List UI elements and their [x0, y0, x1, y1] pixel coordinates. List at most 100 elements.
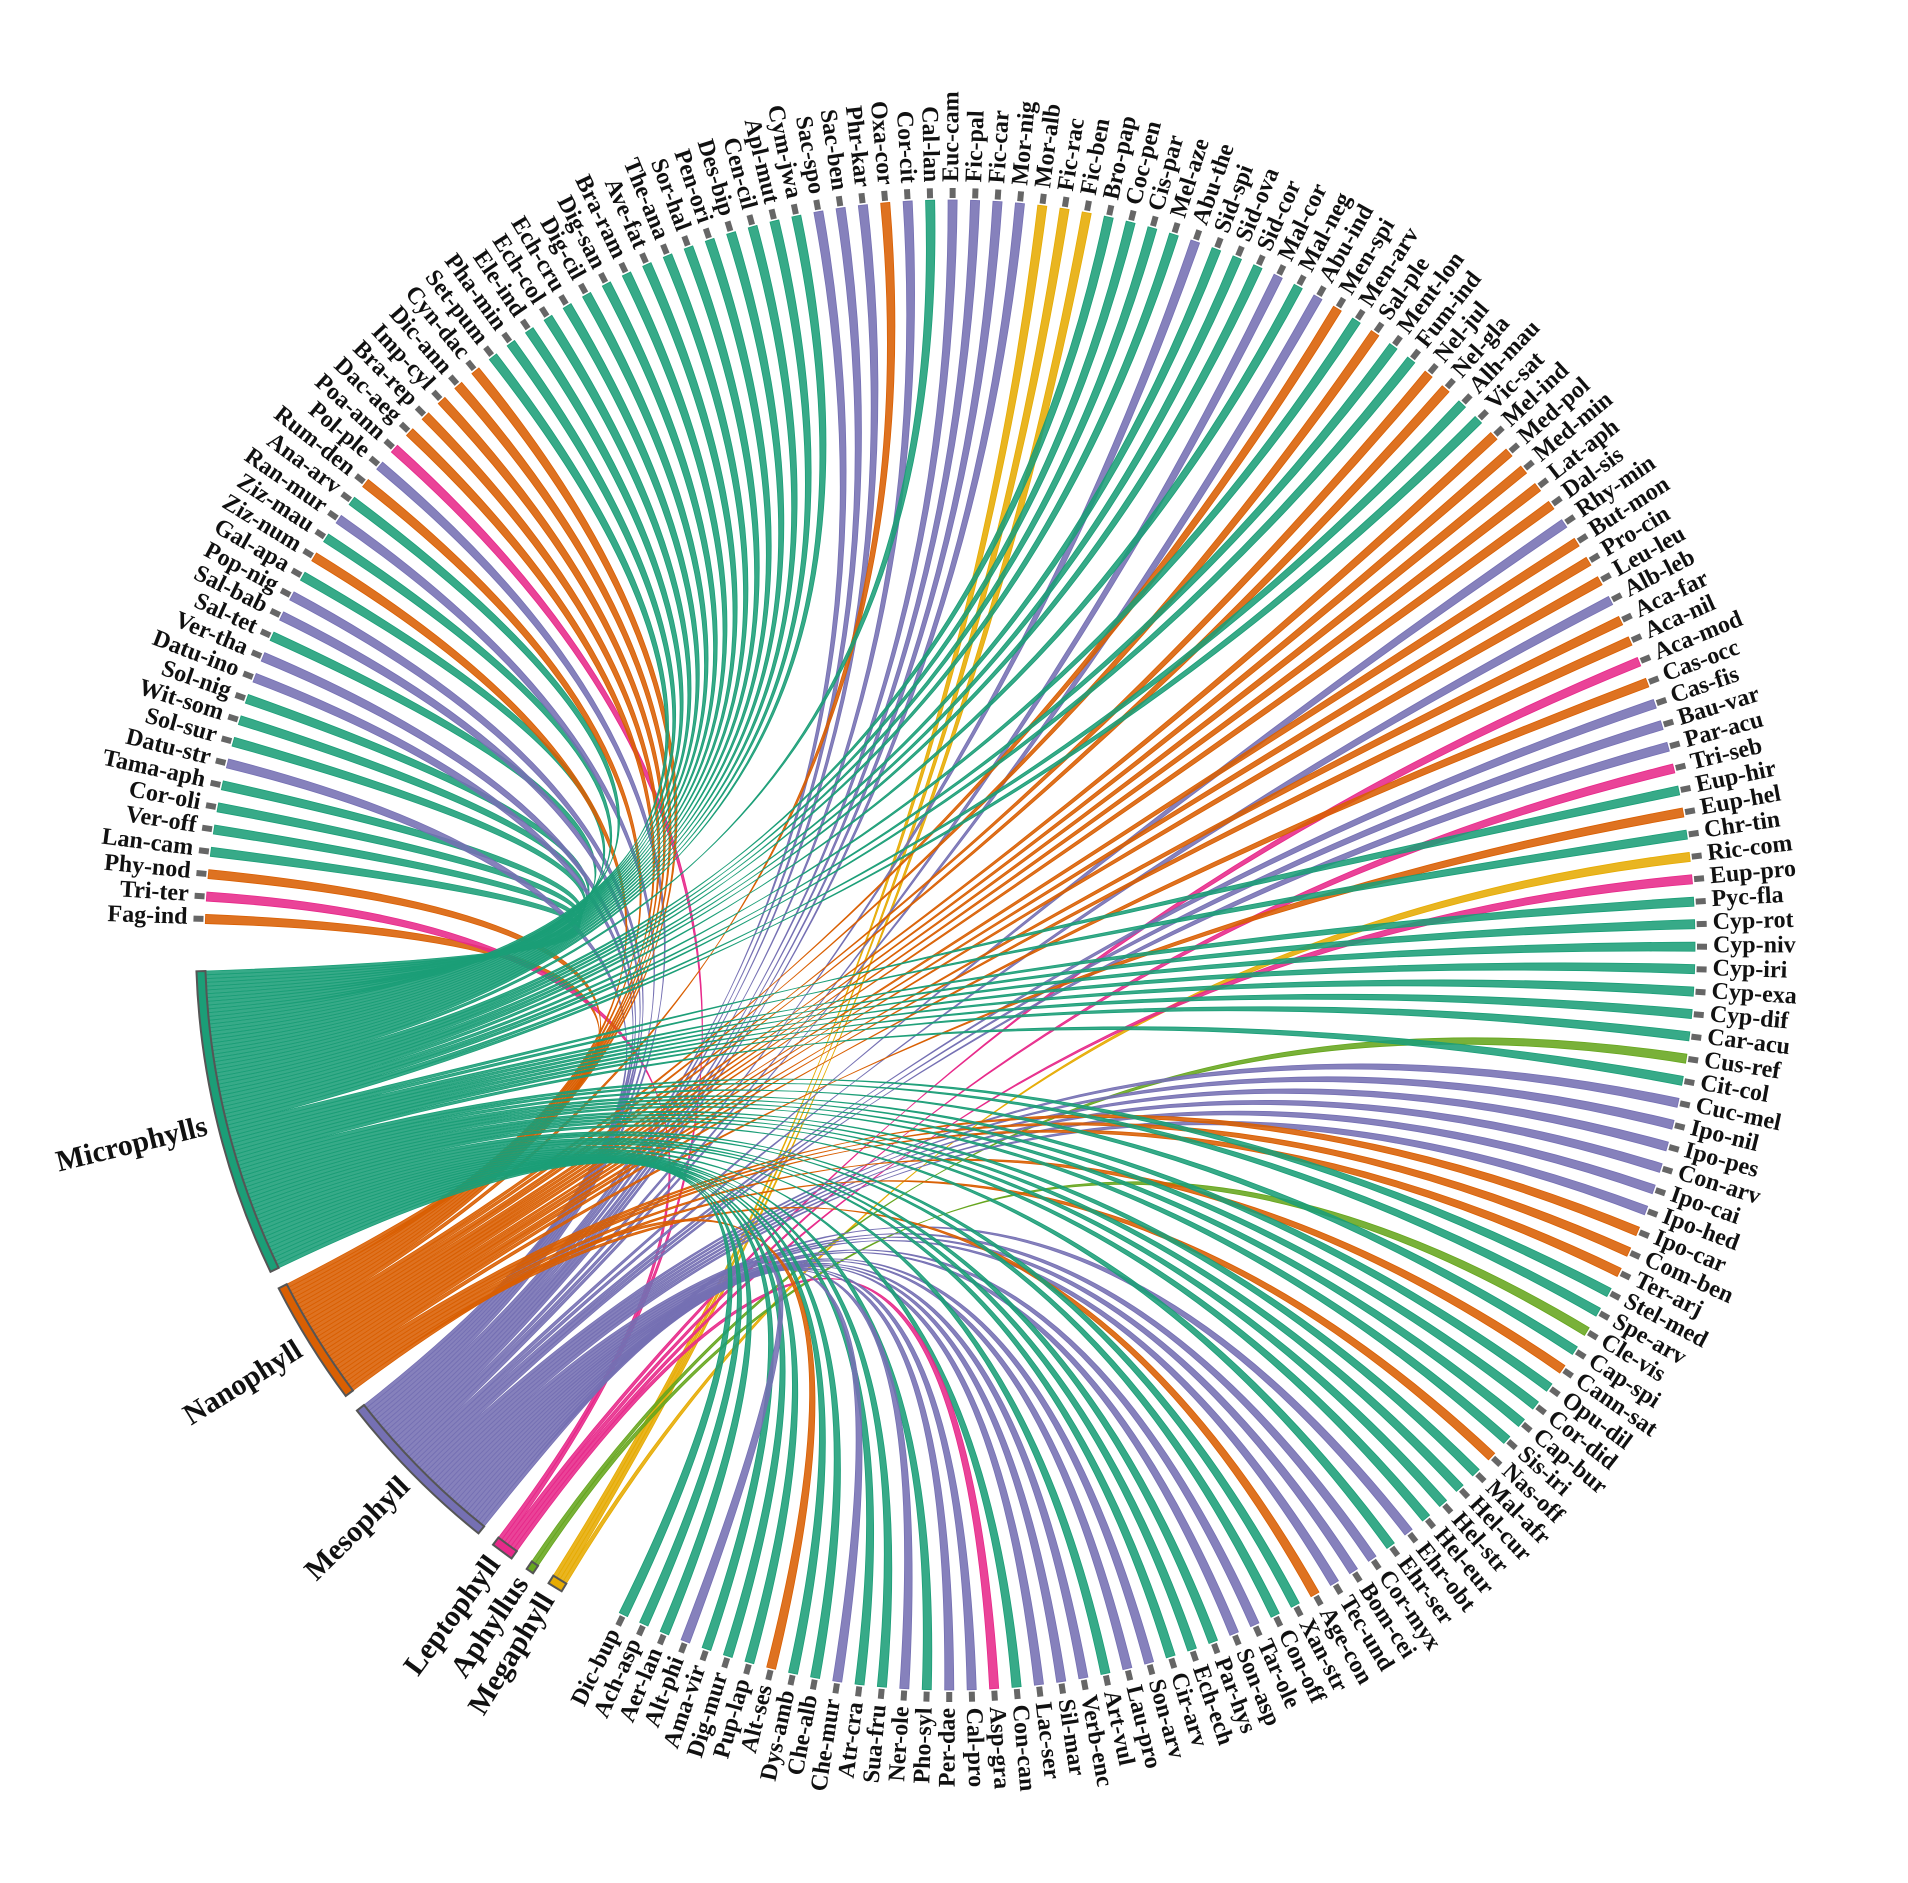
link: [241, 1098, 1540, 1410]
link: [244, 1110, 1480, 1477]
link: [231, 962, 1696, 1148]
species-tick: [790, 203, 799, 215]
species-tick: [1392, 334, 1403, 347]
link: [330, 636, 1633, 1364]
species-tick: [1621, 612, 1633, 623]
species-tick: [1690, 1033, 1702, 1041]
species-tick: [1477, 409, 1489, 421]
link: [410, 595, 1614, 1463]
link: [238, 1089, 1578, 1355]
species-tick: [636, 1624, 646, 1637]
species-tick: [1654, 1187, 1667, 1197]
species-tick: [1293, 1605, 1304, 1618]
species-tick: [1537, 477, 1550, 489]
species-tick: [1252, 1625, 1263, 1637]
link: [387, 200, 915, 1438]
species-tick: [250, 649, 263, 659]
link: [336, 1114, 1640, 1373]
species-tick: [1679, 1100, 1691, 1109]
species-tick: [1084, 200, 1092, 212]
species-tick: [765, 1669, 774, 1681]
link: [252, 1134, 1280, 1618]
species-tick: [1576, 533, 1589, 544]
species-tick: [1211, 1642, 1221, 1655]
species-tick: [1475, 1471, 1487, 1484]
species-tick: [340, 491, 352, 503]
species-tick: [198, 847, 210, 855]
species-tick: [1609, 1290, 1622, 1301]
species-tick: [1680, 784, 1692, 793]
species-tick: [1427, 362, 1439, 375]
species-tick: [1564, 514, 1576, 525]
link: [421, 1063, 1680, 1474]
species-tick: [1124, 1669, 1134, 1681]
link: [224, 400, 1467, 1122]
link: [248, 1120, 1431, 1522]
species-tick: [196, 869, 207, 877]
species-tick: [1562, 1367, 1574, 1379]
species-tick: [215, 757, 227, 766]
species-tick: [1588, 552, 1601, 563]
link: [215, 199, 936, 1078]
species-tick: [746, 214, 755, 226]
species-tick: [1684, 807, 1696, 816]
species-tick: [1521, 1421, 1533, 1433]
species-tick: [1150, 215, 1159, 227]
species-tick: [678, 1642, 688, 1654]
species-tick: [259, 628, 272, 639]
species-tick: [1370, 1558, 1382, 1571]
link: [216, 220, 1136, 1085]
species-tick: [209, 779, 222, 788]
species-tick: [1214, 236, 1224, 249]
species-tick: [1146, 1664, 1156, 1676]
species-tick: [1235, 245, 1245, 257]
link: [234, 1006, 1691, 1159]
link: [240, 1095, 1553, 1392]
species-tick: [1638, 1229, 1650, 1239]
link: [326, 576, 1603, 1357]
species-label: Fic-pal: [961, 110, 989, 183]
species-tick: [832, 1682, 840, 1694]
species-tick: [855, 1686, 863, 1697]
species-tick: [1458, 1487, 1471, 1500]
link: [390, 199, 958, 1441]
species-label: Tri-ter: [119, 876, 190, 906]
species-tick: [900, 1690, 908, 1701]
species-tick: [578, 282, 589, 295]
species-tick: [1508, 442, 1521, 454]
link: [222, 317, 1361, 1111]
species-tick: [1523, 459, 1535, 471]
species-label: Fic-car: [984, 109, 1015, 184]
species-label: Cor-cit: [891, 110, 921, 184]
species-tick: [809, 1679, 818, 1691]
species-tick: [290, 567, 303, 578]
species-tick: [1332, 1583, 1344, 1595]
species-tick: [1598, 1310, 1611, 1321]
link: [235, 1026, 1684, 1163]
link: [249, 1124, 1395, 1549]
link: [334, 807, 1685, 1370]
species-tick: [1128, 209, 1137, 222]
species-label: Ner-ole: [884, 1705, 915, 1782]
group-arc: [491, 1536, 519, 1560]
species-tick: [1017, 191, 1025, 202]
link: [251, 1131, 1300, 1608]
species-tick: [1695, 898, 1706, 905]
species-tick: [431, 389, 443, 402]
link: [243, 1105, 1511, 1444]
link: [429, 1099, 1663, 1482]
species-tick: [1255, 254, 1266, 267]
species-label: Per-dae: [935, 1708, 961, 1787]
species-tick: [1683, 1078, 1695, 1086]
species-tick: [1036, 1686, 1044, 1697]
species-tick: [1106, 204, 1115, 216]
species-tick: [269, 607, 282, 618]
species-label: Cyp-rot: [1712, 907, 1794, 935]
species-tick: [234, 692, 246, 702]
species-tick: [1630, 633, 1643, 643]
species-tick: [657, 1633, 667, 1646]
species-tick: [768, 208, 777, 220]
species-tick: [1646, 1208, 1659, 1218]
link: [513, 1278, 1000, 1690]
species-tick: [448, 374, 460, 386]
